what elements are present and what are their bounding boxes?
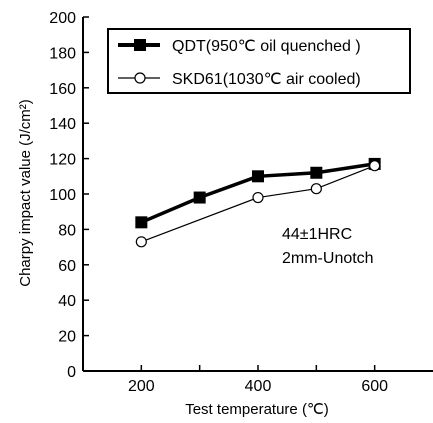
y-tick-label: 80 (58, 222, 76, 239)
data-point-1 (369, 160, 381, 172)
data-point-0 (193, 191, 206, 204)
y-tick-label: 200 (49, 10, 76, 27)
legend-label-qdt: QDT(950℃ oil quenched ) (172, 38, 361, 55)
y-tick-label: 20 (58, 329, 76, 346)
legend: QDT(950℃ oil quenched ) SKD61(1030℃ air … (107, 28, 411, 94)
y-tick-label: 0 (67, 364, 76, 381)
legend-label-skd61: SKD61(1030℃ air cooled) (172, 71, 361, 88)
data-point-0 (135, 216, 148, 229)
data-point-0 (252, 170, 264, 183)
y-tick-label: 160 (49, 81, 76, 98)
legend-marker-qdt (134, 39, 146, 51)
data-point-0 (310, 166, 323, 179)
y-ticks: 0 20 40 60 80 100 120 140 160 180 200 (49, 10, 89, 381)
data-point-1 (310, 183, 322, 195)
annotation-notch: 2mm-Unotch (282, 250, 374, 267)
data-point-1 (252, 191, 264, 204)
annotation-hardness: 44±1HRC (282, 226, 352, 243)
y-tick-label: 40 (58, 293, 76, 310)
x-axis-label: Test temperature (℃) (185, 401, 329, 418)
y-tick-label: 180 (49, 45, 76, 62)
data-point-1 (135, 236, 147, 248)
series-line-1 (141, 165, 375, 243)
legend-marker-skd61 (134, 72, 146, 84)
y-tick-label: 60 (58, 258, 76, 275)
y-axis-label: Charpy impact value (J/cm²) (17, 99, 34, 287)
legend-box (107, 28, 411, 94)
x-tick-label: 200 (128, 378, 155, 395)
x-ticks: 200 400 600 (128, 365, 388, 395)
x-tick-label: 600 (361, 378, 388, 395)
y-tick-label: 140 (49, 116, 76, 133)
y-tick-label: 100 (49, 187, 76, 204)
y-tick-label: 120 (49, 152, 76, 169)
series-layer (135, 157, 381, 248)
x-tick-label: 400 (245, 378, 272, 395)
